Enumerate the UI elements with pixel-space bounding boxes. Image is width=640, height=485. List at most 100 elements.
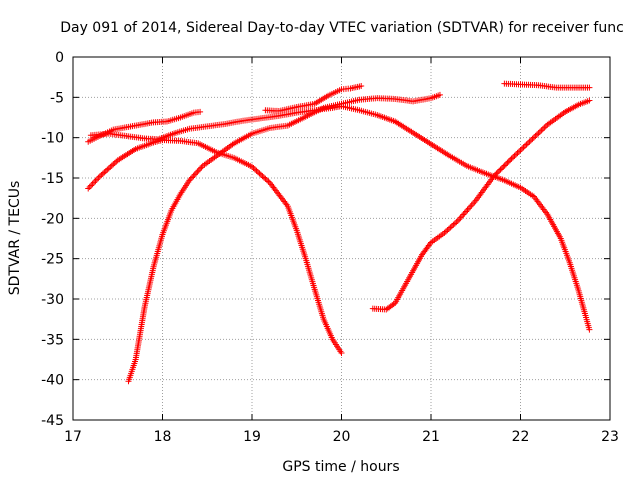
data-point: [253, 167, 260, 174]
data-point: [195, 167, 202, 174]
x-tick-label: 17: [64, 429, 82, 445]
data-point: [465, 205, 472, 212]
data-point: [456, 216, 463, 223]
data-point: [494, 169, 501, 176]
x-tick-label: 23: [601, 429, 619, 445]
grid-lines: [73, 57, 610, 420]
data-point: [497, 166, 504, 173]
data-point: [108, 162, 115, 169]
data-point: [463, 208, 470, 215]
x-tick-label: 20: [333, 429, 351, 445]
y-tick-label: -20: [41, 211, 64, 227]
data-point: [441, 229, 448, 236]
data-point: [442, 228, 449, 235]
series-arc-2: [85, 108, 204, 145]
data-point: [505, 158, 512, 165]
data-point: [450, 221, 457, 228]
data-point: [436, 91, 443, 98]
data-point: [105, 165, 112, 172]
data-point: [86, 183, 93, 190]
data-point: [529, 135, 536, 142]
data-point: [251, 166, 258, 173]
data-point: [451, 220, 458, 227]
data-point: [260, 174, 267, 181]
data-point: [517, 147, 524, 154]
data-point: [507, 157, 514, 164]
data-point: [104, 166, 111, 173]
data-point: [111, 159, 118, 166]
data-point: [511, 152, 518, 159]
data-point: [338, 350, 345, 357]
data-point: [187, 175, 194, 182]
data-point: [186, 177, 193, 184]
data-point: [530, 134, 537, 141]
data-point: [256, 170, 263, 177]
series-arc-6: [369, 97, 593, 313]
data-point: [500, 163, 507, 170]
data-point: [102, 168, 109, 175]
data-point: [490, 173, 497, 180]
data-point: [91, 179, 98, 186]
data-point: [492, 172, 499, 179]
data-point: [535, 130, 542, 137]
data-point: [526, 138, 533, 145]
y-tick-label: 0: [55, 50, 64, 66]
data-point: [249, 163, 255, 170]
data-point: [113, 158, 120, 165]
data-point: [521, 142, 528, 149]
y-tick-label: -40: [41, 373, 64, 389]
data-point: [259, 173, 266, 180]
data-point: [101, 169, 108, 176]
data-point: [98, 172, 105, 179]
data-point: [448, 223, 455, 230]
data-point: [93, 176, 100, 183]
data-point: [524, 140, 531, 147]
data-point: [254, 169, 261, 176]
axis-ticks: 17 18 19 20 21 22 23 0 -5 -10 -15 -20 -25 -30 -35 -40 -4…: [41, 50, 619, 445]
data-point: [503, 161, 510, 168]
series-arc-3: [87, 103, 593, 333]
series-arc-4: [125, 91, 443, 385]
data-point: [250, 165, 257, 172]
data-point: [498, 165, 505, 172]
y-tick-label: -5: [50, 90, 64, 106]
series-arc-7: [501, 80, 593, 91]
y-tick-label: -35: [41, 332, 64, 348]
data-point: [586, 84, 593, 91]
data-point: [189, 174, 196, 181]
data-point: [533, 131, 540, 138]
data-point: [453, 219, 460, 226]
data-point: [467, 203, 474, 210]
data-point: [516, 148, 523, 155]
data-point: [198, 164, 205, 171]
data-point: [538, 127, 545, 134]
series-arc-1: [85, 137, 345, 357]
data-point: [586, 326, 593, 333]
data-point: [193, 170, 200, 177]
data-point: [518, 145, 525, 152]
data-point: [197, 165, 204, 172]
data-point: [541, 124, 548, 131]
chart-title: Day 091 of 2014, Sidereal Day-to-day VTE…: [60, 20, 624, 36]
data-point: [586, 97, 593, 104]
data-point: [496, 167, 503, 174]
data-point: [469, 200, 476, 207]
data-point: [447, 224, 454, 231]
data-point: [520, 144, 527, 151]
data-point: [461, 209, 468, 216]
y-tick-label: -30: [41, 292, 64, 308]
data-point: [510, 154, 517, 161]
data-point: [444, 227, 451, 234]
x-tick-label: 22: [512, 429, 530, 445]
data-point: [194, 168, 201, 175]
data-point: [458, 213, 465, 220]
data-point: [197, 108, 204, 115]
data-point: [257, 171, 264, 178]
data-point: [536, 128, 543, 135]
data-point: [457, 214, 464, 221]
data-point: [493, 170, 500, 177]
data-point: [539, 125, 546, 132]
data-point: [468, 202, 475, 209]
